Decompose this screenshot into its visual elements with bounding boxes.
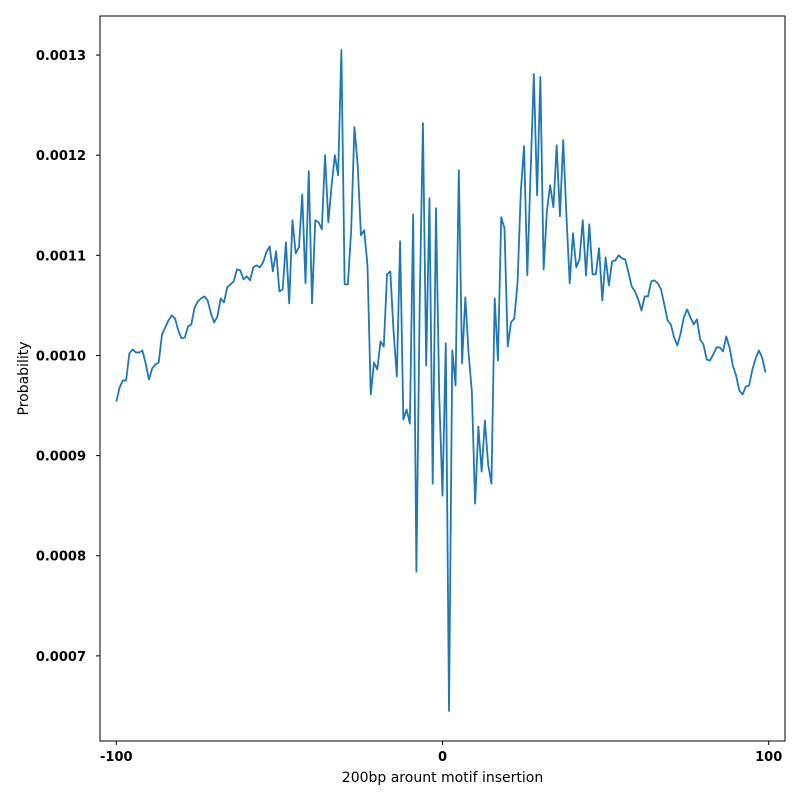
y-tick-label: 0.0012 [36, 149, 86, 164]
x-tick-label: 0 [438, 750, 447, 765]
y-tick-label: 0.0013 [36, 49, 86, 64]
x-axis-ticks: -100 0 100 [100, 741, 782, 765]
y-tick-label: 0.0010 [36, 349, 86, 364]
y-tick-label: 0.0011 [36, 249, 86, 264]
x-tick-label: -100 [100, 750, 133, 765]
y-axis-ticks: 0.0007 0.0008 0.0009 0.0010 0.0011 0.0012 0.00… [36, 49, 100, 665]
x-axis-label: 200bp arount motif insertion [342, 770, 543, 786]
series-line-0 [115, 49, 767, 712]
y-tick-label: 0.0007 [36, 650, 86, 665]
y-tick-label: 0.0009 [36, 450, 86, 465]
y-tick-label: 0.0008 [36, 550, 86, 565]
plot-area [115, 49, 767, 712]
x-tick-label: 100 [755, 750, 782, 765]
y-axis-label: Probability [16, 341, 32, 415]
